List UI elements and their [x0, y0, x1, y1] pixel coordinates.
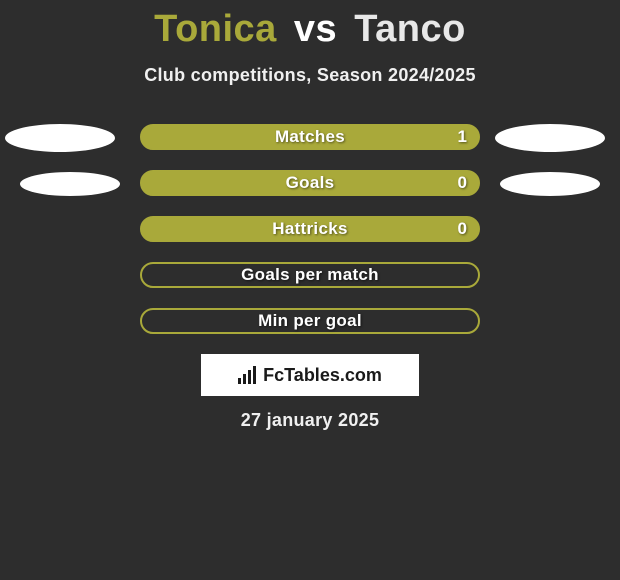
- player1-indicator-icon: [5, 124, 115, 152]
- vs-separator: vs: [294, 8, 337, 50]
- metric-bar: Goals per match: [140, 262, 480, 288]
- player2-indicator-icon: [500, 172, 600, 196]
- comparison-title: Tonica vs Tanco: [0, 0, 620, 51]
- metric-row-min-per-goal: Min per goal: [0, 304, 620, 350]
- metric-bar: Min per goal: [140, 308, 480, 334]
- metric-bar: Goals 0: [140, 170, 480, 196]
- player1-indicator-icon: [20, 172, 120, 196]
- metric-label: Matches: [275, 127, 345, 147]
- brand-logo[interactable]: FcTables.com: [201, 354, 419, 396]
- metric-value: 0: [458, 219, 467, 239]
- brand-label: FcTables.com: [263, 365, 382, 386]
- player2-indicator-icon: [495, 124, 605, 152]
- metric-row-matches: Matches 1: [0, 120, 620, 166]
- metric-label: Goals: [286, 173, 335, 193]
- metric-label: Hattricks: [272, 219, 347, 239]
- chart-bars-icon: [238, 366, 256, 384]
- snapshot-date: 27 january 2025: [0, 410, 620, 431]
- player2-name: Tanco: [354, 8, 466, 50]
- player1-name: Tonica: [154, 8, 277, 50]
- metric-bar: Matches 1: [140, 124, 480, 150]
- metric-row-goals-per-match: Goals per match: [0, 258, 620, 304]
- brand-logo-content: FcTables.com: [238, 365, 382, 386]
- competition-subtitle: Club competitions, Season 2024/2025: [0, 65, 620, 86]
- metric-label: Min per goal: [258, 311, 362, 331]
- metric-value: 1: [458, 127, 467, 147]
- metric-label: Goals per match: [241, 265, 379, 285]
- metric-row-goals: Goals 0: [0, 166, 620, 212]
- metrics-container: Matches 1 Goals 0 Hattricks 0 Goals per …: [0, 120, 620, 350]
- metric-bar: Hattricks 0: [140, 216, 480, 242]
- metric-value: 0: [458, 173, 467, 193]
- metric-row-hattricks: Hattricks 0: [0, 212, 620, 258]
